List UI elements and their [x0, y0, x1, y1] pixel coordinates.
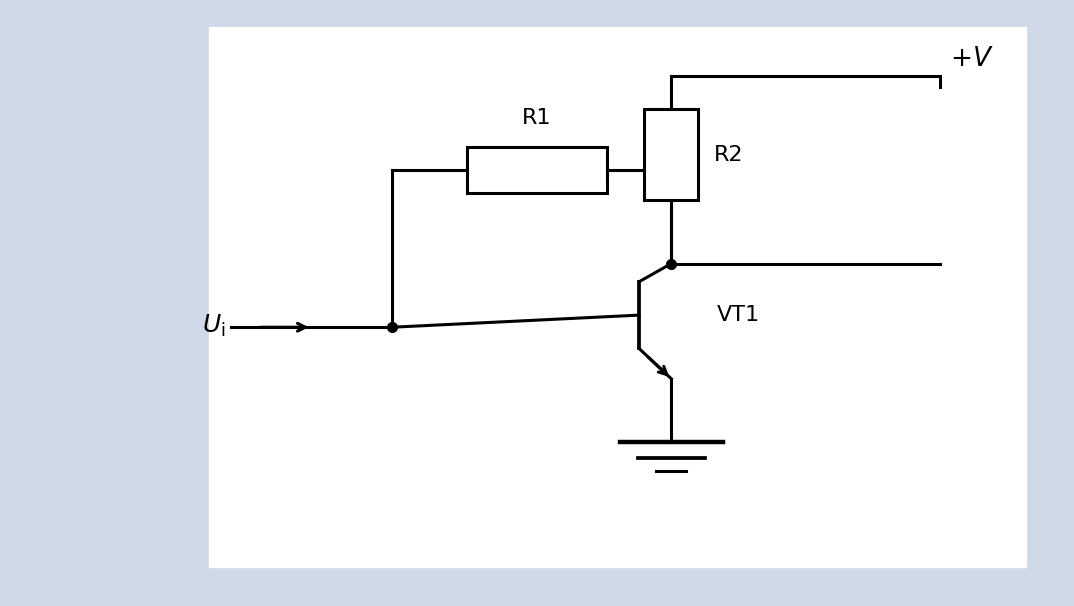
Bar	[209, 27, 1026, 567]
Text: VT1: VT1	[716, 305, 759, 325]
Text: $U_{\mathrm{i}}$: $U_{\mathrm{i}}$	[202, 312, 226, 339]
Bar	[644, 109, 698, 200]
Bar	[467, 147, 607, 193]
Text: R2: R2	[714, 144, 743, 165]
Text: $+V$: $+V$	[950, 46, 995, 71]
Text: R1: R1	[522, 108, 552, 128]
